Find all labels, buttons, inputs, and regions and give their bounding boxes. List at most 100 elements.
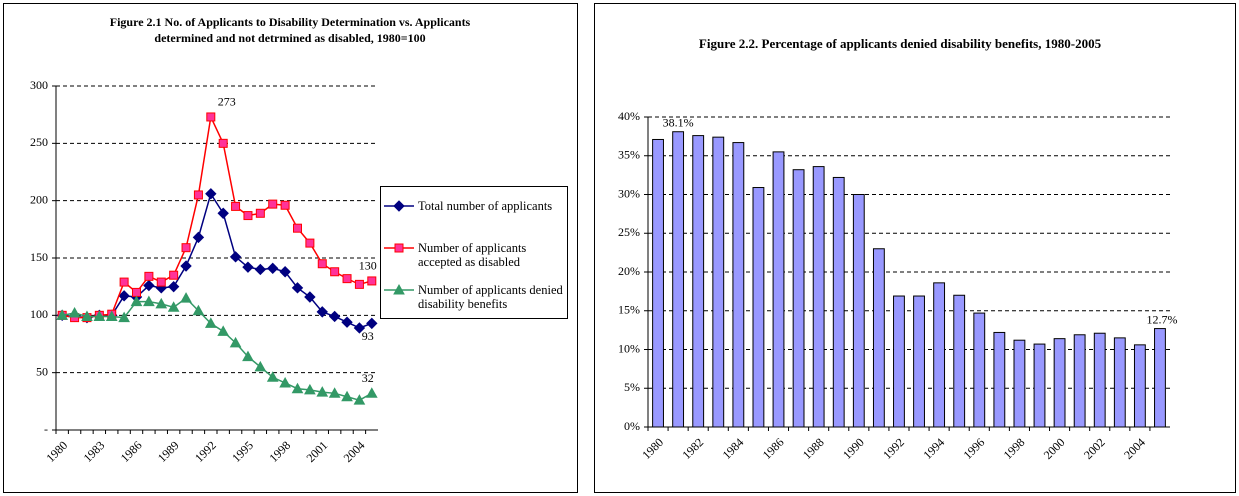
marker	[130, 295, 143, 307]
x-tick-label: 1998	[1001, 435, 1028, 462]
marker	[119, 277, 129, 287]
bar	[812, 166, 825, 428]
x-tick-label: 1986	[760, 435, 787, 462]
marker	[167, 280, 180, 293]
x-tick-label: 2000	[1041, 435, 1068, 462]
bar	[1033, 343, 1046, 428]
x-tick-label: 2001	[303, 438, 330, 465]
marker	[206, 112, 216, 122]
marker	[204, 317, 217, 328]
marker	[341, 316, 353, 328]
marker	[341, 390, 353, 402]
marker	[205, 188, 217, 200]
x-tick-label: 1989	[155, 438, 182, 465]
marker	[181, 243, 191, 253]
y-tick-label: 200	[30, 192, 48, 206]
marker	[68, 307, 81, 318]
marker	[304, 383, 316, 395]
marker	[316, 306, 328, 318]
bar	[1053, 338, 1066, 428]
x-tick-label: 1982	[679, 435, 706, 462]
x-tick-label: 1980	[43, 438, 70, 465]
bar	[752, 187, 765, 428]
marker	[279, 376, 291, 388]
y-tick-label: 0%	[624, 419, 640, 433]
marker	[169, 270, 179, 280]
marker	[118, 311, 130, 323]
chart-frame	[3, 3, 578, 493]
marker	[279, 266, 291, 278]
marker	[105, 310, 118, 321]
marker	[291, 282, 304, 294]
marker	[342, 274, 352, 284]
data-label: 32	[362, 371, 374, 385]
x-tick-label: 1994	[920, 435, 947, 462]
bar	[792, 169, 805, 428]
x-tick-label: 1995	[229, 438, 256, 465]
marker	[81, 310, 93, 321]
x-tick-label: 1983	[81, 438, 108, 465]
bar	[832, 176, 845, 428]
y-tick-label: 30%	[618, 186, 640, 200]
marker	[118, 290, 130, 302]
marker	[268, 199, 278, 209]
y-tick-label: 150	[30, 250, 48, 264]
y-tick-label: 50	[36, 364, 48, 378]
x-tick-label: 2002	[1081, 435, 1108, 462]
marker	[291, 382, 304, 394]
marker	[366, 317, 378, 330]
marker	[354, 279, 364, 289]
marker	[367, 276, 377, 286]
marker	[218, 138, 228, 148]
bar	[692, 135, 705, 428]
bar	[1113, 337, 1126, 428]
bar	[672, 131, 685, 428]
marker	[229, 251, 242, 263]
x-tick-label: 2004	[341, 438, 368, 465]
line	[62, 114, 373, 319]
marker	[254, 263, 267, 276]
marker	[305, 238, 315, 248]
bar	[1154, 328, 1166, 428]
marker	[304, 291, 316, 303]
y-tick-label: 20%	[618, 264, 640, 278]
chart-title: Figure 2.1 No. of Applicants to Disabili…	[109, 15, 471, 45]
y-tick-label: 250	[30, 135, 48, 149]
y-tick-label: 25%	[618, 225, 640, 239]
y-tick-label: 35%	[618, 148, 640, 162]
y-tick-label: 10%	[618, 341, 640, 355]
marker	[365, 387, 378, 398]
bar	[652, 138, 664, 428]
chart-title: Figure 2.2. Percentage of applicants den…	[698, 36, 1102, 51]
bar	[1133, 344, 1146, 428]
marker	[328, 310, 341, 323]
bar	[953, 294, 966, 428]
data-label: 273	[218, 95, 236, 109]
legend-label: Total number of applicants	[418, 199, 553, 213]
marker	[267, 262, 279, 275]
y-tick-label: -	[44, 422, 48, 436]
marker	[193, 190, 203, 200]
x-tick-label: 1998	[266, 438, 293, 465]
marker	[56, 309, 69, 320]
marker	[393, 200, 405, 212]
bar	[1013, 339, 1026, 428]
legend-label: Number of applicants denied disability b…	[418, 283, 563, 311]
marker	[93, 310, 106, 321]
bar	[993, 331, 1006, 428]
x-tick-label: 1996	[960, 435, 987, 462]
bar	[913, 295, 925, 428]
marker	[242, 261, 254, 273]
x-tick-label: 1988	[800, 435, 827, 462]
chart-frame	[594, 3, 1236, 493]
marker	[316, 386, 329, 397]
marker	[229, 336, 242, 348]
marker	[353, 322, 366, 334]
data-label: 12.7%	[1146, 312, 1177, 326]
data-label: 38.1%	[663, 115, 694, 129]
marker	[192, 304, 205, 316]
x-tick-label: 1990	[840, 435, 867, 462]
bar	[872, 248, 885, 428]
marker	[393, 283, 405, 295]
